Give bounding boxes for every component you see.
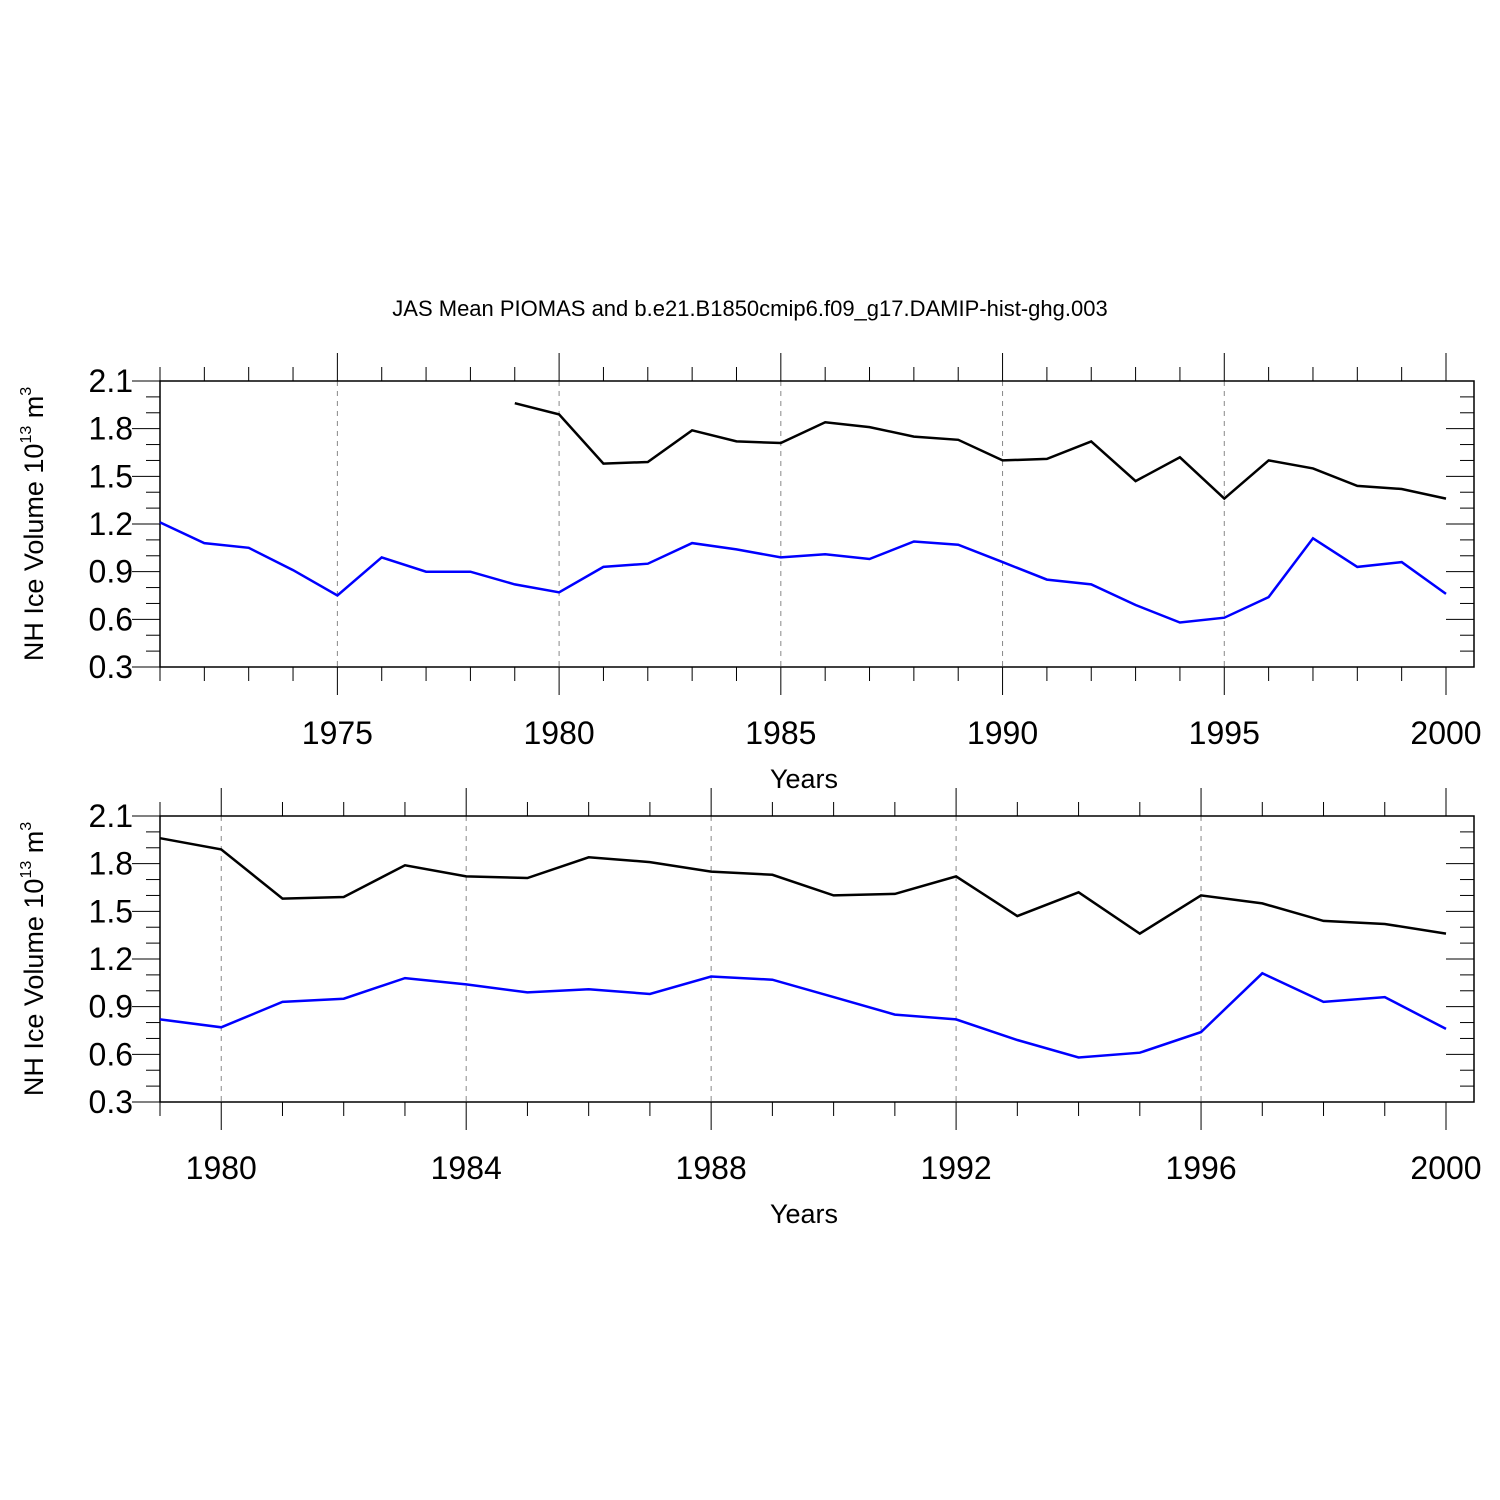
piomas-series-line [514,401,1447,501]
y-tick-label: 1.8 [89,846,133,882]
x-axis-title: Years [770,1199,838,1229]
y-tick-label: 0.9 [89,989,133,1025]
y-tick-label: 0.9 [89,554,133,590]
x-tick-label: 1980 [186,1150,257,1186]
y-tick-label: 1.2 [89,506,133,542]
y-tick-label: 0.3 [89,1084,133,1120]
y-tick-label: 2.1 [89,798,133,834]
bottom-panel: 0.3 0.6 0.9 1.2 1.5 1.8 2.1 1980 1984 1988 1992 199… [18,788,1482,1229]
y-tick-label: 1.5 [89,893,133,929]
x-tick-label: 1988 [676,1150,747,1186]
y-tick-label: 1.5 [89,458,133,494]
figure-title: JAS Mean PIOMAS and b.e21.B1850cmip6.f09… [392,296,1107,321]
y-tick-label: 1.2 [89,941,133,977]
x-tick-label: 1996 [1165,1150,1236,1186]
x-tick-label: 1992 [921,1150,992,1186]
y-axis-title: NH Ice Volume 1013 m3 [18,822,49,1096]
plot-frame [159,815,1475,1103]
y-tick-label: 2.1 [89,363,133,399]
plot-frame [159,380,1475,668]
x-tick-label: 2000 [1410,715,1481,751]
x-tick-label: 1995 [1189,715,1260,751]
x-axis-title: Years [770,764,838,794]
x-tick-label: 1984 [431,1150,502,1186]
y-tick-label: 0.6 [89,1036,133,1072]
x-tick-label: 1975 [302,715,373,751]
x-tick-label: 2000 [1410,1150,1481,1186]
y-tick-label: 0.6 [89,601,133,637]
x-tick-label: 1990 [967,715,1038,751]
x-tick-label: 1985 [745,715,816,751]
model-series-line [159,971,1447,1059]
x-tick-label: 1980 [524,715,595,751]
y-tick-label: 1.8 [89,411,133,447]
y-axis-title: NH Ice Volume 1013 m3 [18,387,49,661]
top-panel: 0.3 0.6 0.9 1.2 1.5 1.8 2.1 1975 1980 1985 1990 199… [18,353,1482,794]
piomas-series-line [159,836,1447,936]
y-tick-label: 0.3 [89,649,133,685]
model-series-line [159,521,1447,624]
